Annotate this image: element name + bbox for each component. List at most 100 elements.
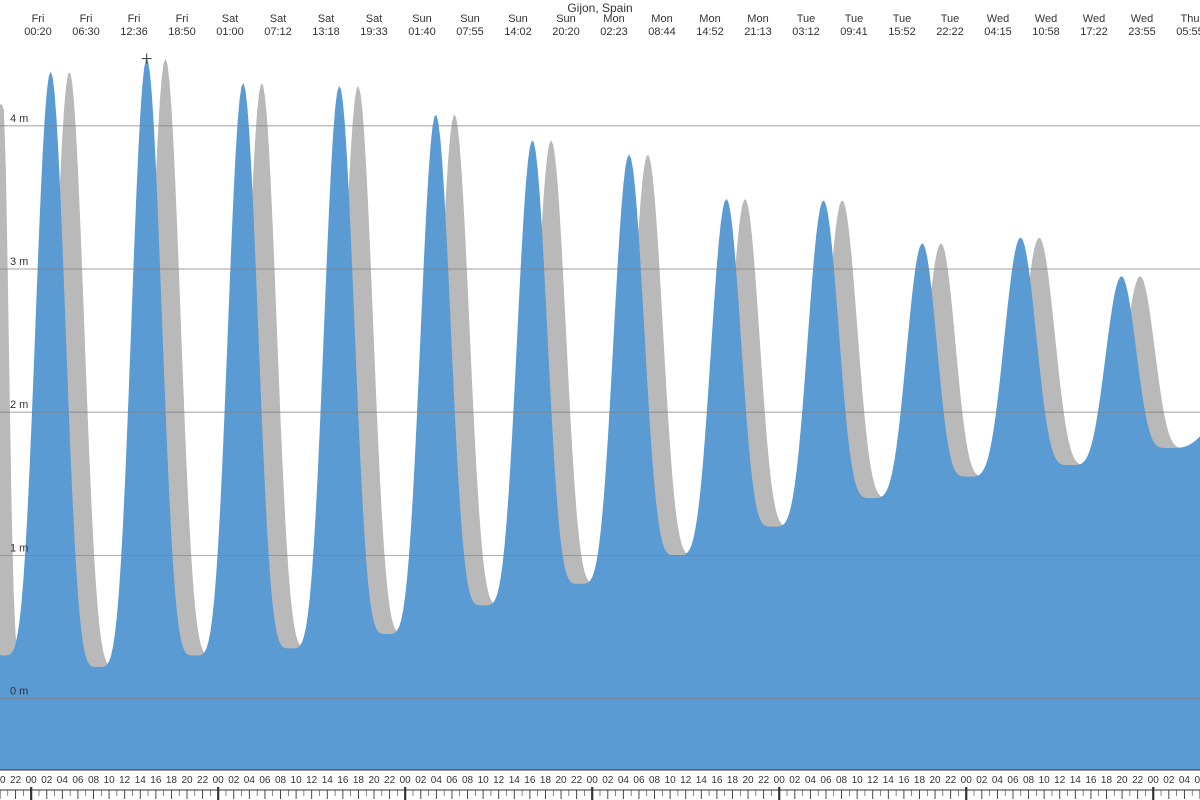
y-tick-label: 3 m xyxy=(10,256,28,268)
x-tick-label: 18 xyxy=(540,775,552,786)
x-tick-label: 18 xyxy=(727,775,739,786)
x-tick-label: 06 xyxy=(72,775,84,786)
x-tick-label: 22 xyxy=(945,775,957,786)
top-day-label: Thu xyxy=(1181,13,1200,25)
x-tick-label: 02 xyxy=(415,775,427,786)
x-tick-label: 08 xyxy=(836,775,848,786)
top-time-label: 20:20 xyxy=(552,26,580,38)
x-tick-label: 16 xyxy=(898,775,910,786)
top-day-label: Wed xyxy=(1083,13,1105,25)
x-tick-label: 02 xyxy=(1163,775,1175,786)
top-day-label: Sun xyxy=(412,13,432,25)
top-day-label: Mon xyxy=(747,13,768,25)
x-tick-label: 22 xyxy=(10,775,22,786)
top-time-label: 09:41 xyxy=(840,26,868,38)
x-tick-label: 10 xyxy=(665,775,677,786)
x-tick-label: 16 xyxy=(711,775,723,786)
top-day-label: Sun xyxy=(508,13,528,25)
y-tick-label: 1 m xyxy=(10,542,28,554)
x-tick-label: 04 xyxy=(431,775,443,786)
x-tick-label: 08 xyxy=(649,775,661,786)
top-time-label: 07:12 xyxy=(264,26,292,38)
top-day-label: Mon xyxy=(603,13,624,25)
x-tick-label: 16 xyxy=(524,775,536,786)
x-tick-label: 00 xyxy=(400,775,412,786)
x-tick-label: 08 xyxy=(462,775,474,786)
y-tick-label: 4 m xyxy=(10,113,28,125)
x-tick-label: 12 xyxy=(493,775,505,786)
x-tick-label: 10 xyxy=(852,775,864,786)
top-time-label: 23:55 xyxy=(1128,26,1156,38)
x-tick-label: 14 xyxy=(1070,775,1082,786)
top-day-label: Fri xyxy=(128,13,141,25)
x-tick-label: 14 xyxy=(509,775,521,786)
x-tick-label: 10 xyxy=(104,775,116,786)
x-tick-label: 16 xyxy=(1085,775,1097,786)
top-time-label: 18:50 xyxy=(168,26,196,38)
top-time-label: 07:55 xyxy=(456,26,484,38)
top-time-label: 01:40 xyxy=(408,26,436,38)
x-tick-label: 04 xyxy=(244,775,256,786)
x-tick-label: 02 xyxy=(228,775,240,786)
x-tick-label: 08 xyxy=(1023,775,1035,786)
x-tick-label: 02 xyxy=(976,775,988,786)
top-day-label: Wed xyxy=(987,13,1009,25)
y-tick-label: 0 m xyxy=(10,685,28,697)
y-tick-label: 2 m xyxy=(10,399,28,411)
x-tick-label: 20 xyxy=(555,775,567,786)
x-tick-label: 18 xyxy=(914,775,926,786)
x-tick-label: 04 xyxy=(618,775,630,786)
tide-chart: 0 m1 m2 m3 m4 m2022000204060810121416182… xyxy=(0,0,1200,800)
x-tick-label: 12 xyxy=(306,775,318,786)
x-tick-label: 00 xyxy=(774,775,786,786)
x-tick-label: 00 xyxy=(26,775,38,786)
top-day-label: Fri xyxy=(176,13,189,25)
x-tick-label: 18 xyxy=(353,775,365,786)
top-time-label: 02:23 xyxy=(600,26,628,38)
x-tick-label: 04 xyxy=(1179,775,1191,786)
top-time-label: 04:15 xyxy=(984,26,1012,38)
x-tick-label: 06 xyxy=(820,775,832,786)
x-tick-label: 12 xyxy=(680,775,692,786)
top-time-label: 01:00 xyxy=(216,26,244,38)
top-day-label: Tue xyxy=(797,13,816,25)
top-time-label: 06:30 xyxy=(72,26,100,38)
top-day-label: Sat xyxy=(318,13,335,25)
x-tick-label: 12 xyxy=(1054,775,1066,786)
x-tick-label: 20 xyxy=(930,775,942,786)
x-tick-label: 20 xyxy=(181,775,193,786)
x-tick-label: 18 xyxy=(1101,775,1113,786)
x-tick-label: 04 xyxy=(805,775,817,786)
top-day-label: Sat xyxy=(366,13,383,25)
x-tick-label: 02 xyxy=(789,775,801,786)
top-time-label: 14:52 xyxy=(696,26,724,38)
x-tick-label: 16 xyxy=(150,775,162,786)
top-day-label: Tue xyxy=(845,13,864,25)
x-tick-label: 22 xyxy=(384,775,396,786)
x-tick-label: 22 xyxy=(758,775,770,786)
x-tick-label: 14 xyxy=(696,775,708,786)
top-day-label: Sun xyxy=(556,13,576,25)
x-tick-label: 06 xyxy=(1194,775,1200,786)
x-tick-label: 00 xyxy=(961,775,973,786)
x-tick-label: 12 xyxy=(119,775,131,786)
x-tick-label: 22 xyxy=(571,775,583,786)
x-tick-label: 20 xyxy=(742,775,754,786)
top-time-label: 21:13 xyxy=(744,26,772,38)
top-day-label: Mon xyxy=(651,13,672,25)
x-tick-label: 20 xyxy=(1117,775,1129,786)
top-time-label: 15:52 xyxy=(888,26,916,38)
x-tick-label: 00 xyxy=(1148,775,1160,786)
x-tick-label: 06 xyxy=(259,775,271,786)
top-day-label: Fri xyxy=(80,13,93,25)
x-tick-label: 16 xyxy=(337,775,349,786)
top-day-label: Tue xyxy=(893,13,912,25)
top-day-label: Mon xyxy=(699,13,720,25)
x-tick-label: 08 xyxy=(275,775,287,786)
x-tick-label: 10 xyxy=(478,775,490,786)
top-time-label: 08:44 xyxy=(648,26,676,38)
x-tick-label: 10 xyxy=(291,775,303,786)
x-tick-label: 02 xyxy=(602,775,614,786)
x-tick-label: 14 xyxy=(322,775,334,786)
x-tick-label: 02 xyxy=(41,775,53,786)
